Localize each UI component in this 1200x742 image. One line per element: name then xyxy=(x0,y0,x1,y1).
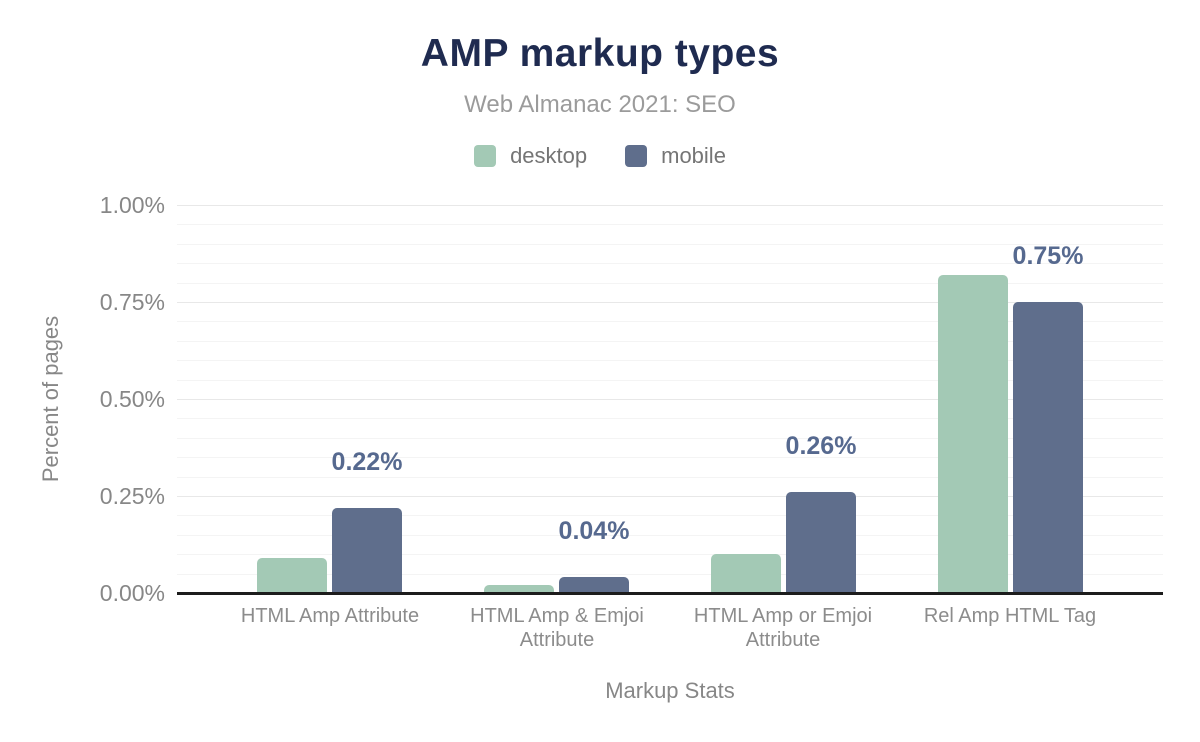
bar-mobile xyxy=(1013,302,1083,593)
minor-gridline xyxy=(177,244,1163,245)
bar-desktop xyxy=(484,585,554,593)
bar-desktop xyxy=(257,558,327,593)
major-gridline xyxy=(177,302,1163,303)
minor-gridline xyxy=(177,438,1163,439)
minor-gridline xyxy=(177,380,1163,381)
y-tick-label: 0.00% xyxy=(99,580,165,606)
minor-gridline xyxy=(177,477,1163,478)
legend-swatch-desktop xyxy=(474,145,497,167)
y-tick-label: 0.25% xyxy=(99,483,165,509)
y-tick-label: 0.50% xyxy=(99,386,165,412)
legend-item-mobile: mobile xyxy=(625,143,726,169)
minor-gridline xyxy=(177,574,1163,575)
legend-label: desktop xyxy=(510,143,588,168)
x-axis-title: Markup Stats xyxy=(605,678,735,703)
x-tick-label: Rel Amp HTML Tag xyxy=(923,605,1097,627)
y-tick-label: 0.75% xyxy=(99,289,165,315)
minor-gridline xyxy=(177,263,1163,264)
bar-mobile xyxy=(786,492,856,593)
major-gridline xyxy=(177,205,1163,206)
chart-legend: desktop mobile xyxy=(0,143,1200,169)
x-tick-label: HTML Amp or Emjoi Attribute xyxy=(693,605,873,651)
x-axis-line xyxy=(177,592,1163,595)
minor-gridline xyxy=(177,515,1163,516)
chart-subtitle: Web Almanac 2021: SEO xyxy=(464,91,736,118)
bar-mobile xyxy=(332,508,402,593)
minor-gridline xyxy=(177,321,1163,322)
minor-gridline xyxy=(177,457,1163,458)
major-gridline xyxy=(177,399,1163,400)
y-tick-label: 1.00% xyxy=(99,192,165,218)
bar-mobile xyxy=(559,577,629,593)
minor-gridline xyxy=(177,535,1163,536)
minor-gridline xyxy=(177,554,1163,555)
bar-value-label: 0.26% xyxy=(785,432,857,460)
minor-gridline xyxy=(177,283,1163,284)
bar-desktop xyxy=(711,554,781,593)
minor-gridline xyxy=(177,418,1163,419)
legend-item-desktop: desktop xyxy=(474,143,587,169)
legend-swatch-mobile xyxy=(625,145,648,167)
major-gridline xyxy=(177,496,1163,497)
x-tick-label: HTML Amp Attribute xyxy=(240,605,420,627)
bar-desktop xyxy=(938,275,1008,593)
legend-label: mobile xyxy=(661,143,726,168)
x-tick-label: HTML Amp & Emjoi Attribute xyxy=(470,605,644,651)
chart-title: AMP markup types xyxy=(420,32,780,75)
bar-value-label: 0.75% xyxy=(1012,242,1084,270)
minor-gridline xyxy=(177,360,1163,361)
minor-gridline xyxy=(177,224,1163,225)
minor-gridline xyxy=(177,341,1163,342)
bar-value-label: 0.22% xyxy=(331,448,403,476)
bar-value-label: 0.04% xyxy=(558,517,630,545)
